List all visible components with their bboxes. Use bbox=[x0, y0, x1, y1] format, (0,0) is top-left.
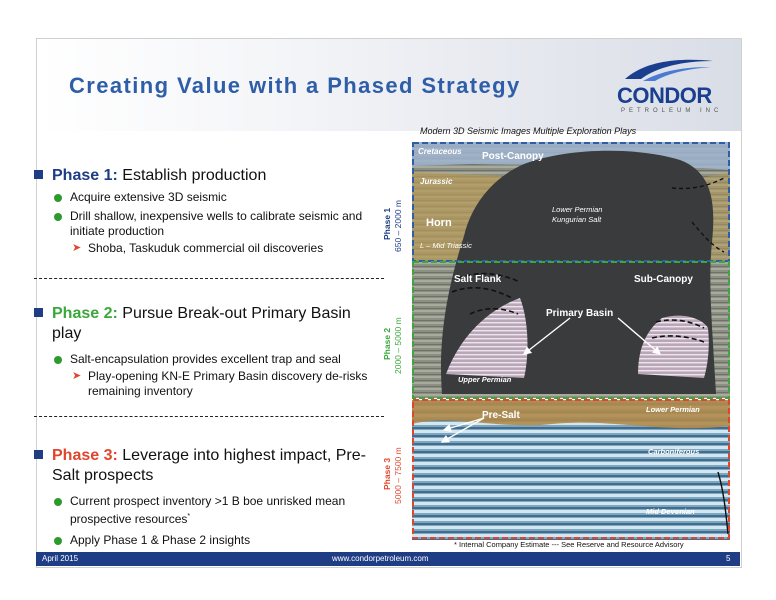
label-cretaceous: Cretaceous bbox=[418, 147, 462, 156]
zone-name: Phase 2 bbox=[382, 327, 392, 360]
bullet-text: Drill shallow, inexpensive wells to cali… bbox=[70, 209, 363, 238]
phase-2: Phase 2: Pursue Break-out Primary Basin … bbox=[34, 304, 384, 399]
divider bbox=[34, 416, 384, 417]
bullet-text: Apply Phase 1 & Phase 2 insights bbox=[70, 533, 251, 547]
footer-bar: April 2015 www.condorpetroleum.com 5 bbox=[36, 552, 740, 566]
list-item: Salt-encapsulation provides excellent tr… bbox=[34, 352, 384, 367]
sub-list-item: ➤ Play-opening KN-E Primary Basin discov… bbox=[34, 369, 384, 399]
label-salt-flank: Salt Flank bbox=[454, 274, 502, 285]
label-horn: Horn bbox=[426, 217, 452, 229]
footer-date: April 2015 bbox=[42, 554, 79, 563]
seismic-image: Cretaceous Post-Canopy Jurassic Lower Pe… bbox=[412, 142, 730, 540]
label-pre-salt: Pre-Salt bbox=[482, 410, 520, 421]
label-sub-canopy: Sub-Canopy bbox=[634, 274, 693, 285]
phase-1-zone bbox=[412, 142, 730, 262]
zone-name: Phase 3 bbox=[382, 457, 392, 490]
list-item: Acquire extensive 3D seismic bbox=[34, 190, 384, 205]
bullet-text: Current prospect inventory >1 B boe unri… bbox=[70, 494, 346, 526]
upper-permian-left bbox=[446, 298, 528, 378]
list-item: Apply Phase 1 & Phase 2 insights bbox=[34, 533, 384, 548]
phase-3-title: Leverage into highest impact, Pre-Salt p… bbox=[52, 447, 366, 484]
phase-3-zone bbox=[412, 399, 730, 539]
footnote-marker: * bbox=[187, 513, 191, 520]
round-bullet-icon bbox=[54, 537, 62, 545]
sub-list-item: ➤ Shoba, Taskuduk commercial oil discove… bbox=[34, 241, 384, 256]
figure-caption: Modern 3D Seismic Images Multiple Explor… bbox=[420, 126, 637, 136]
label-primary-basin: Primary Basin bbox=[546, 308, 613, 319]
phase-2-title: Pursue Break-out Primary Basin play bbox=[52, 305, 351, 342]
footer-website: www.condorpetroleum.com bbox=[332, 554, 429, 563]
round-bullet-icon bbox=[54, 213, 62, 221]
label-carboniferous: Carboniferous bbox=[648, 447, 699, 456]
round-bullet-icon bbox=[54, 498, 62, 506]
label-post-canopy: Post-Canopy bbox=[482, 151, 544, 162]
sub-bullet-text: Play-opening KN-E Primary Basin discover… bbox=[88, 369, 368, 398]
phase-3-label: Phase 3: bbox=[52, 447, 118, 464]
zone-name: Phase 1 bbox=[382, 207, 392, 240]
label-kungurian-salt: Kungurian Salt bbox=[552, 215, 602, 224]
phase-3-zone-label: Phase 3 bbox=[382, 458, 392, 490]
upper-permian-right bbox=[638, 315, 709, 378]
phase-1-heading: Phase 1: Establish production bbox=[34, 166, 384, 186]
divider bbox=[34, 278, 384, 279]
condor-logo: CONDOR PETROLEUM INC bbox=[611, 53, 723, 121]
square-bullet-icon bbox=[34, 170, 43, 179]
label-lower-permian: Lower Permian bbox=[646, 405, 700, 414]
label-lower-permian-salt: Lower Permian bbox=[552, 205, 602, 214]
phase-3-zone-range: 5000 – 7500 m bbox=[393, 447, 403, 504]
round-bullet-icon bbox=[54, 194, 62, 202]
slide-title: Creating Value with a Phased Strategy bbox=[69, 73, 521, 98]
square-bullet-icon bbox=[34, 450, 43, 459]
phase-1: Phase 1: Establish production Acquire ex… bbox=[34, 166, 384, 256]
phase-1-label: Phase 1: bbox=[52, 167, 118, 184]
phase-1-zone-label: Phase 1 bbox=[382, 208, 392, 240]
label-upper-permian: Upper Permian bbox=[458, 375, 512, 384]
footnote: * Internal Company Estimate --- See Rese… bbox=[454, 540, 684, 549]
phase-3: Phase 3: Leverage into highest impact, P… bbox=[34, 446, 384, 548]
logo-tagline: PETROLEUM INC bbox=[621, 108, 723, 114]
label-jurassic: Jurassic bbox=[420, 177, 453, 186]
phase-2-label: Phase 2: bbox=[52, 305, 118, 322]
phase-2-heading: Phase 2: Pursue Break-out Primary Basin … bbox=[34, 304, 384, 344]
phase-2-zone-range: 2000 – 5000 m bbox=[393, 317, 403, 374]
list-item: Drill shallow, inexpensive wells to cali… bbox=[34, 209, 384, 239]
phase-2-zone bbox=[412, 261, 730, 399]
logo-swoosh-icon bbox=[625, 59, 713, 81]
square-bullet-icon bbox=[34, 308, 43, 317]
phase-1-zone-range: 650 – 2000 m bbox=[393, 200, 403, 252]
arrow-bullet-icon: ➤ bbox=[72, 242, 82, 254]
phase-1-title: Establish production bbox=[122, 167, 267, 184]
bullet-text: Acquire extensive 3D seismic bbox=[70, 190, 227, 204]
label-mid-triassic: L – Mid Triassic bbox=[420, 241, 472, 250]
arrow-bullet-icon: ➤ bbox=[72, 370, 82, 382]
logo-name: CONDOR bbox=[617, 83, 712, 108]
slide-header: Creating Value with a Phased Strategy CO… bbox=[37, 39, 741, 131]
round-bullet-icon bbox=[54, 356, 62, 364]
list-item: Current prospect inventory >1 B boe unri… bbox=[34, 494, 384, 527]
phase-2-zone-label: Phase 2 bbox=[382, 328, 392, 360]
label-mid-devonian: Mid Devonian bbox=[646, 507, 695, 516]
phase-3-heading: Phase 3: Leverage into highest impact, P… bbox=[34, 446, 384, 486]
bullet-text: Salt-encapsulation provides excellent tr… bbox=[70, 352, 341, 366]
sub-bullet-text: Shoba, Taskuduk commercial oil discoveri… bbox=[88, 241, 324, 255]
page-number: 5 bbox=[726, 554, 731, 563]
seismic-figure: Modern 3D Seismic Images Multiple Explor… bbox=[380, 126, 736, 552]
